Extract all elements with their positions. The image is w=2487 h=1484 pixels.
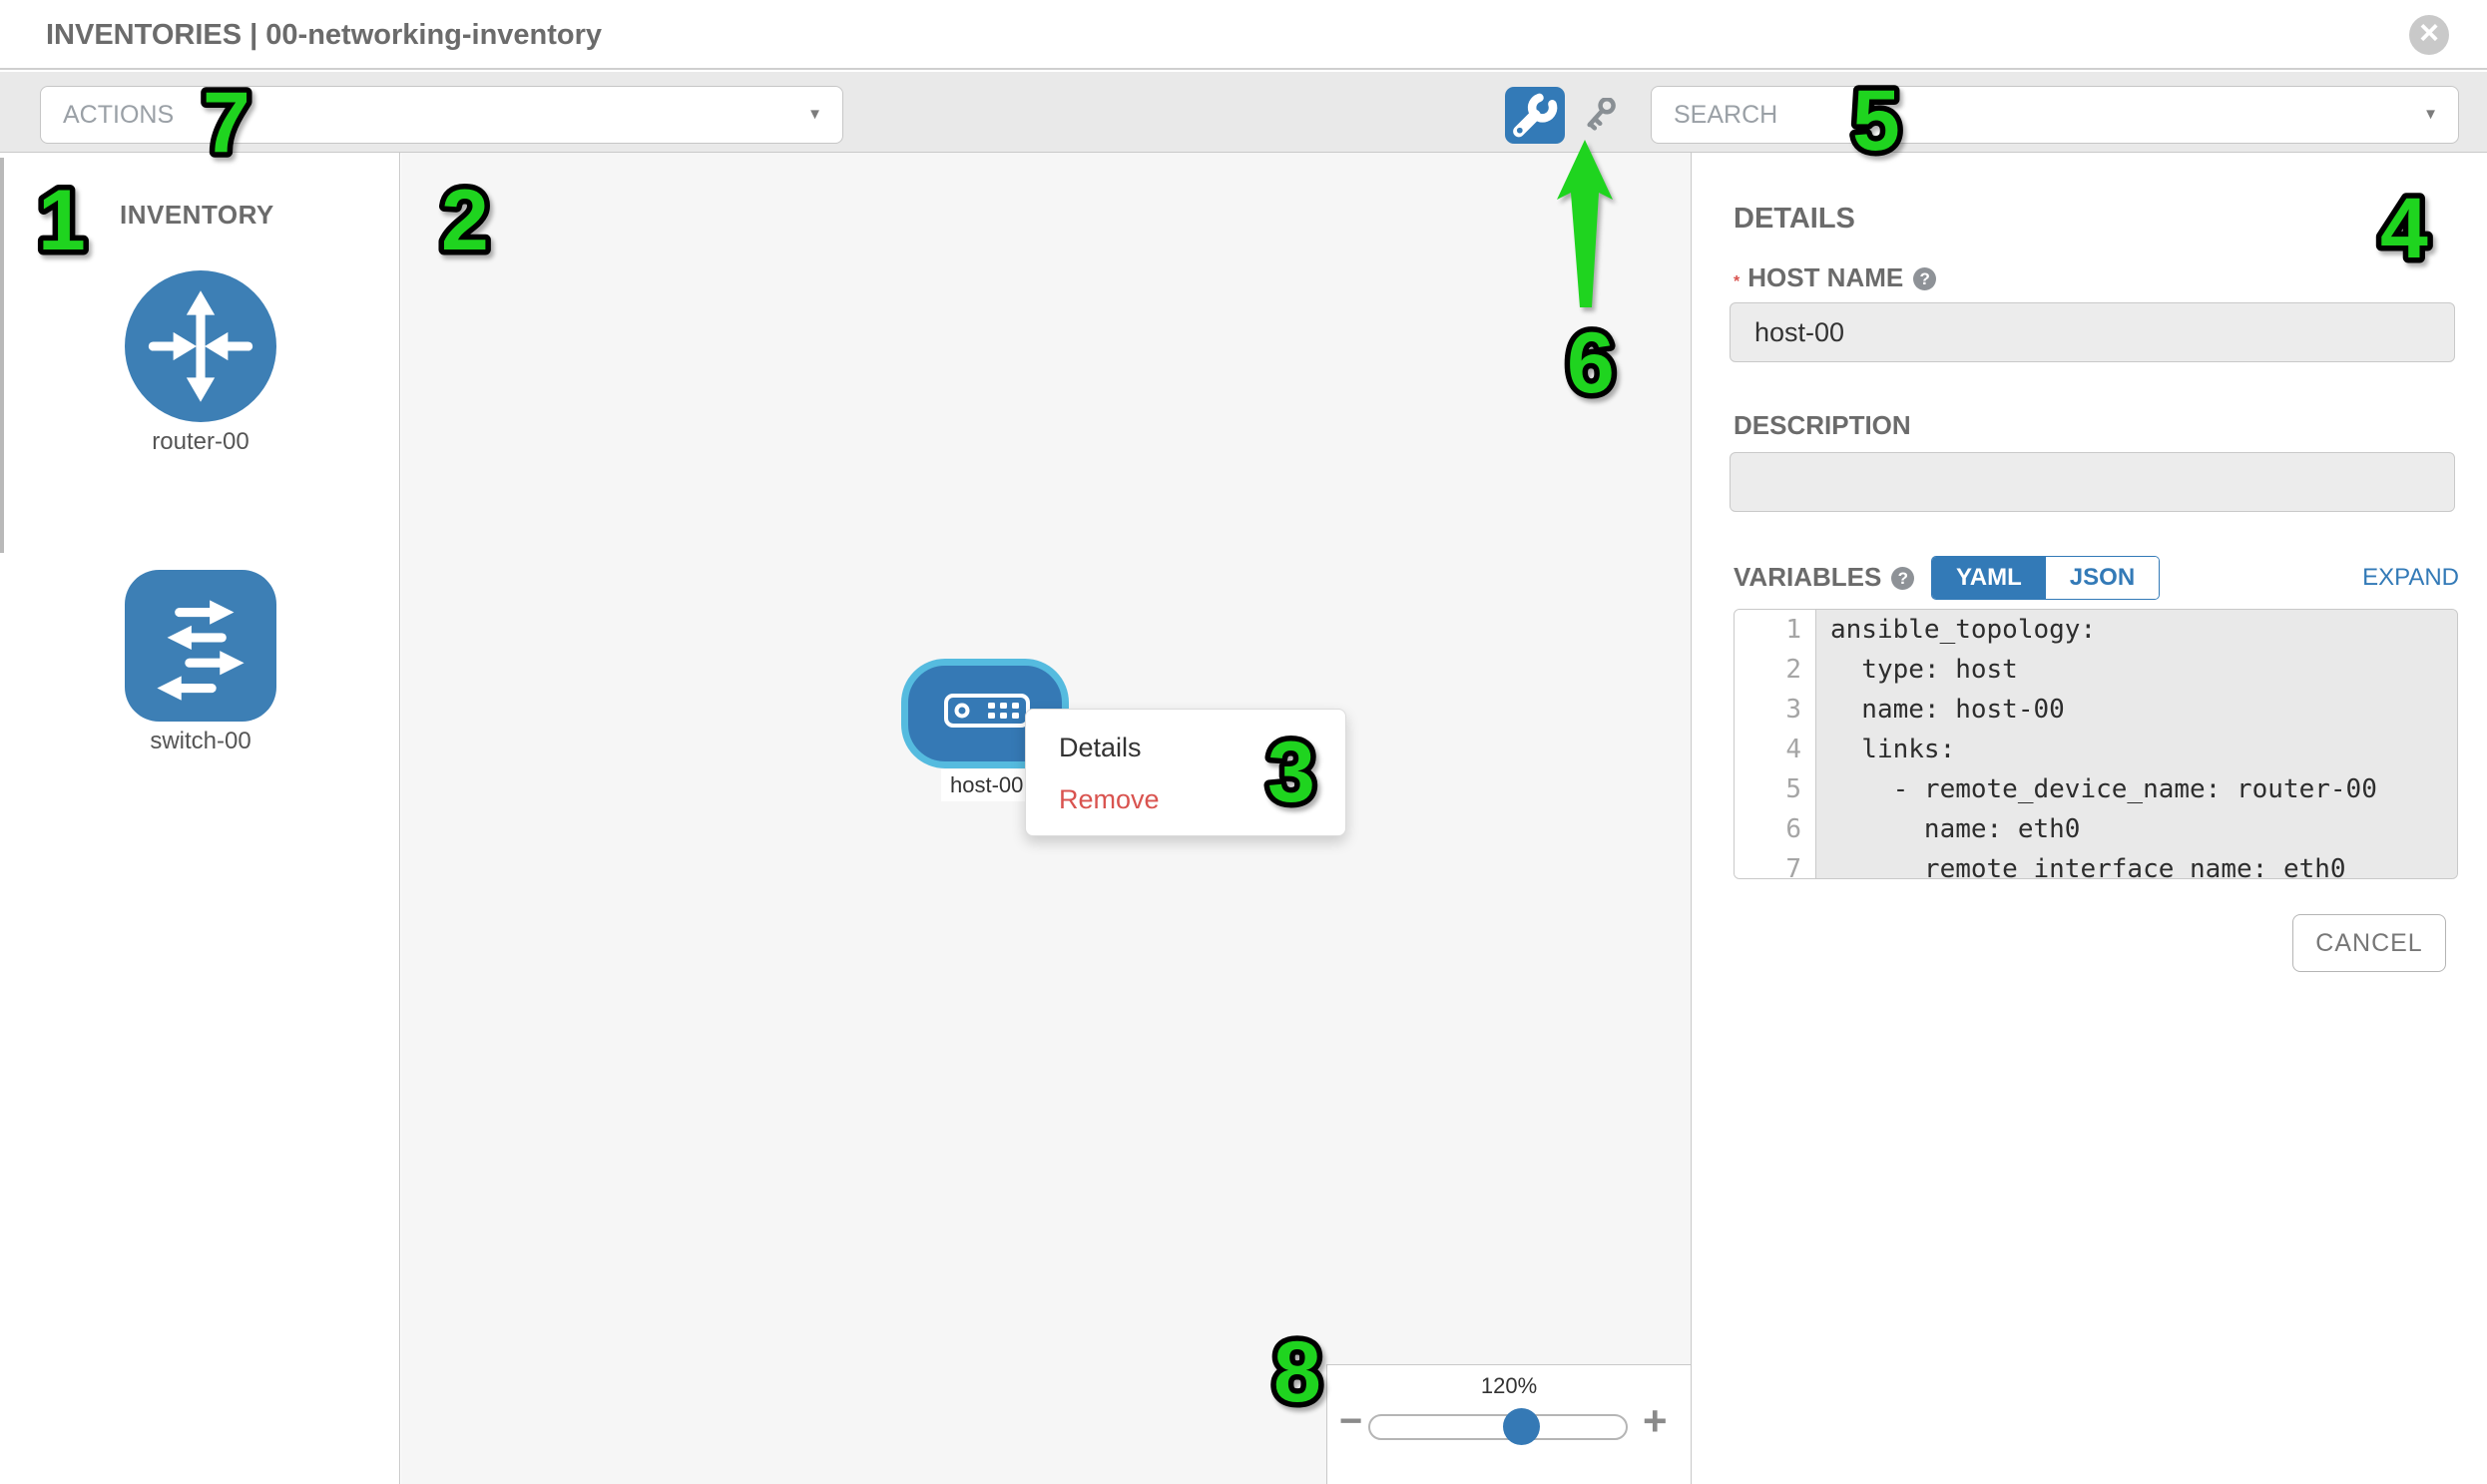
variables-label-row: VARIABLES? <box>1734 562 1915 593</box>
context-menu: Details Remove <box>1025 709 1346 836</box>
palette-item-router[interactable]: router-00 <box>125 270 276 456</box>
header-bar: INVENTORIES | 00-networking-inventory × <box>0 0 2487 70</box>
key-icon[interactable] <box>1583 96 1627 142</box>
wrench-button[interactable] <box>1505 87 1565 144</box>
question-icon[interactable]: ? <box>1891 567 1915 590</box>
chevron-down-icon: ▼ <box>2423 106 2438 123</box>
cancel-button[interactable]: CANCEL <box>2292 914 2446 972</box>
format-toggle: YAML JSON <box>1931 556 2161 600</box>
menu-item-details[interactable]: Details <box>1059 733 1142 762</box>
zoom-out-button[interactable]: − <box>1339 1399 1363 1443</box>
switch-icon <box>125 570 276 722</box>
toggle-json[interactable]: JSON <box>2045 557 2160 599</box>
host-node-label: host-00 <box>941 769 1033 801</box>
question-icon[interactable]: ? <box>1913 267 1937 290</box>
hostname-label-row: * HOST NAME? <box>1734 262 1937 293</box>
variables-code-editor[interactable]: 1 ansible_topology: 2 type: host 3 name: … <box>1734 609 2458 879</box>
hostname-input[interactable] <box>1730 302 2455 362</box>
variables-label: VARIABLES <box>1734 562 1882 592</box>
inventory-sidebar: INVENTORY router-00 <box>0 153 400 1484</box>
sidebar-scrollbar[interactable] <box>0 158 4 553</box>
chevron-down-icon: ▼ <box>807 106 822 123</box>
code-line: 5 - remote_device_name: router-00 <box>1735 769 2457 809</box>
code-line: 7 remote_interface_name: eth0 <box>1735 849 2457 878</box>
required-asterisk: * <box>1734 273 1741 290</box>
code-line: 2 type: host <box>1735 650 2457 690</box>
zoom-in-button[interactable]: + <box>1643 1397 1668 1444</box>
router-icon <box>125 270 276 422</box>
menu-item-remove[interactable]: Remove <box>1059 784 1160 814</box>
hostname-label: HOST NAME <box>1747 262 1904 292</box>
palette-item-label: switch-00 <box>150 728 251 754</box>
inventory-heading: INVENTORY <box>120 200 274 230</box>
actions-dropdown-label: ACTIONS <box>63 101 175 129</box>
description-label: DESCRIPTION <box>1734 410 1911 440</box>
code-line: 3 name: host-00 <box>1735 690 2457 730</box>
zoom-slider-track[interactable] <box>1368 1414 1628 1440</box>
zoom-widget: 120% − + <box>1326 1364 1692 1484</box>
expand-link[interactable]: EXPAND <box>2362 564 2459 591</box>
host-icon <box>944 694 1030 728</box>
page-title: INVENTORIES | 00-networking-inventory <box>46 19 603 51</box>
zoom-slider-thumb[interactable] <box>1503 1408 1540 1445</box>
details-heading: DETAILS <box>1734 203 1855 235</box>
close-icon[interactable]: × <box>2409 15 2449 55</box>
topology-canvas[interactable]: host-00 Details Remove 120% − + <box>401 153 1692 1484</box>
palette-item-switch[interactable]: switch-00 <box>125 570 276 755</box>
code-line: 6 name: eth0 <box>1735 809 2457 849</box>
search-dropdown[interactable]: SEARCH ▼ <box>1651 86 2459 144</box>
toggle-yaml[interactable]: YAML <box>1932 557 2046 599</box>
palette-item-label: router-00 <box>152 428 249 455</box>
code-line: 4 links: <box>1735 730 2457 769</box>
zoom-level: 120% <box>1480 1373 1538 1398</box>
actions-dropdown[interactable]: ACTIONS ▼ <box>40 86 843 144</box>
description-input[interactable] <box>1730 452 2455 512</box>
code-line: 1 ansible_topology: <box>1735 610 2457 650</box>
toolbar: ACTIONS ▼ SEARCH ▼ <box>0 72 2487 153</box>
details-panel: DETAILS * HOST NAME? DESCRIPTION VARIABLE… <box>1693 153 2487 1484</box>
search-dropdown-label: SEARCH <box>1674 101 1778 129</box>
wrench-icon <box>1513 93 1558 138</box>
